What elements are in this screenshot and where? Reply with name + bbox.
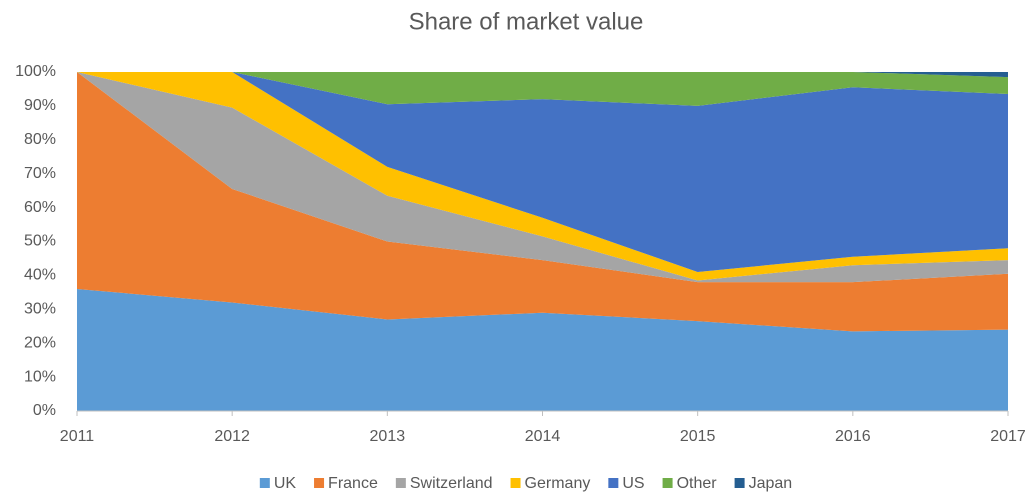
x-tick-label: 2012 xyxy=(214,428,250,445)
legend-label: US xyxy=(622,475,644,492)
y-tick-label: 50% xyxy=(24,233,56,250)
legend-swatch xyxy=(314,478,325,488)
area xyxy=(77,72,1008,273)
y-tick-label: 100% xyxy=(15,63,56,80)
x-tick-label: 2017 xyxy=(990,428,1026,445)
legend-swatch xyxy=(608,478,619,488)
area xyxy=(77,72,1008,281)
y-tick-label: 70% xyxy=(24,165,56,182)
y-tick-label: 30% xyxy=(24,301,56,318)
legend-swatch xyxy=(510,478,521,488)
legend-label: UK xyxy=(274,475,297,492)
x-tick-label: 2016 xyxy=(835,428,871,445)
area xyxy=(77,72,1008,78)
legend-swatch xyxy=(259,478,270,488)
y-tick-label: 90% xyxy=(24,97,56,114)
legend-label: Germany xyxy=(525,475,591,492)
y-tick-label: 60% xyxy=(24,199,56,216)
x-tick-label: 2013 xyxy=(370,428,406,445)
x-tick-label: 2011 xyxy=(60,428,95,445)
legend-label: Switzerland xyxy=(410,475,493,492)
x-tick-label: 2015 xyxy=(680,428,716,445)
x-tick-label: 2014 xyxy=(525,428,561,445)
y-tick-label: 80% xyxy=(24,131,56,148)
legend-label: Other xyxy=(677,475,718,492)
area xyxy=(77,72,1008,332)
legend-swatch xyxy=(395,478,406,488)
chart-title: Share of market value xyxy=(409,8,644,35)
y-tick-label: 10% xyxy=(24,368,56,385)
area xyxy=(77,72,1008,283)
legend-swatch xyxy=(734,478,745,488)
legend-label: France xyxy=(328,475,378,492)
y-tick-label: 20% xyxy=(24,334,56,351)
legend-swatch xyxy=(662,478,673,488)
area xyxy=(77,288,1008,411)
y-tick-label: 0% xyxy=(33,402,56,419)
y-tick-label: 40% xyxy=(24,267,56,284)
area xyxy=(77,72,1008,106)
legend-label: Japan xyxy=(749,475,793,492)
